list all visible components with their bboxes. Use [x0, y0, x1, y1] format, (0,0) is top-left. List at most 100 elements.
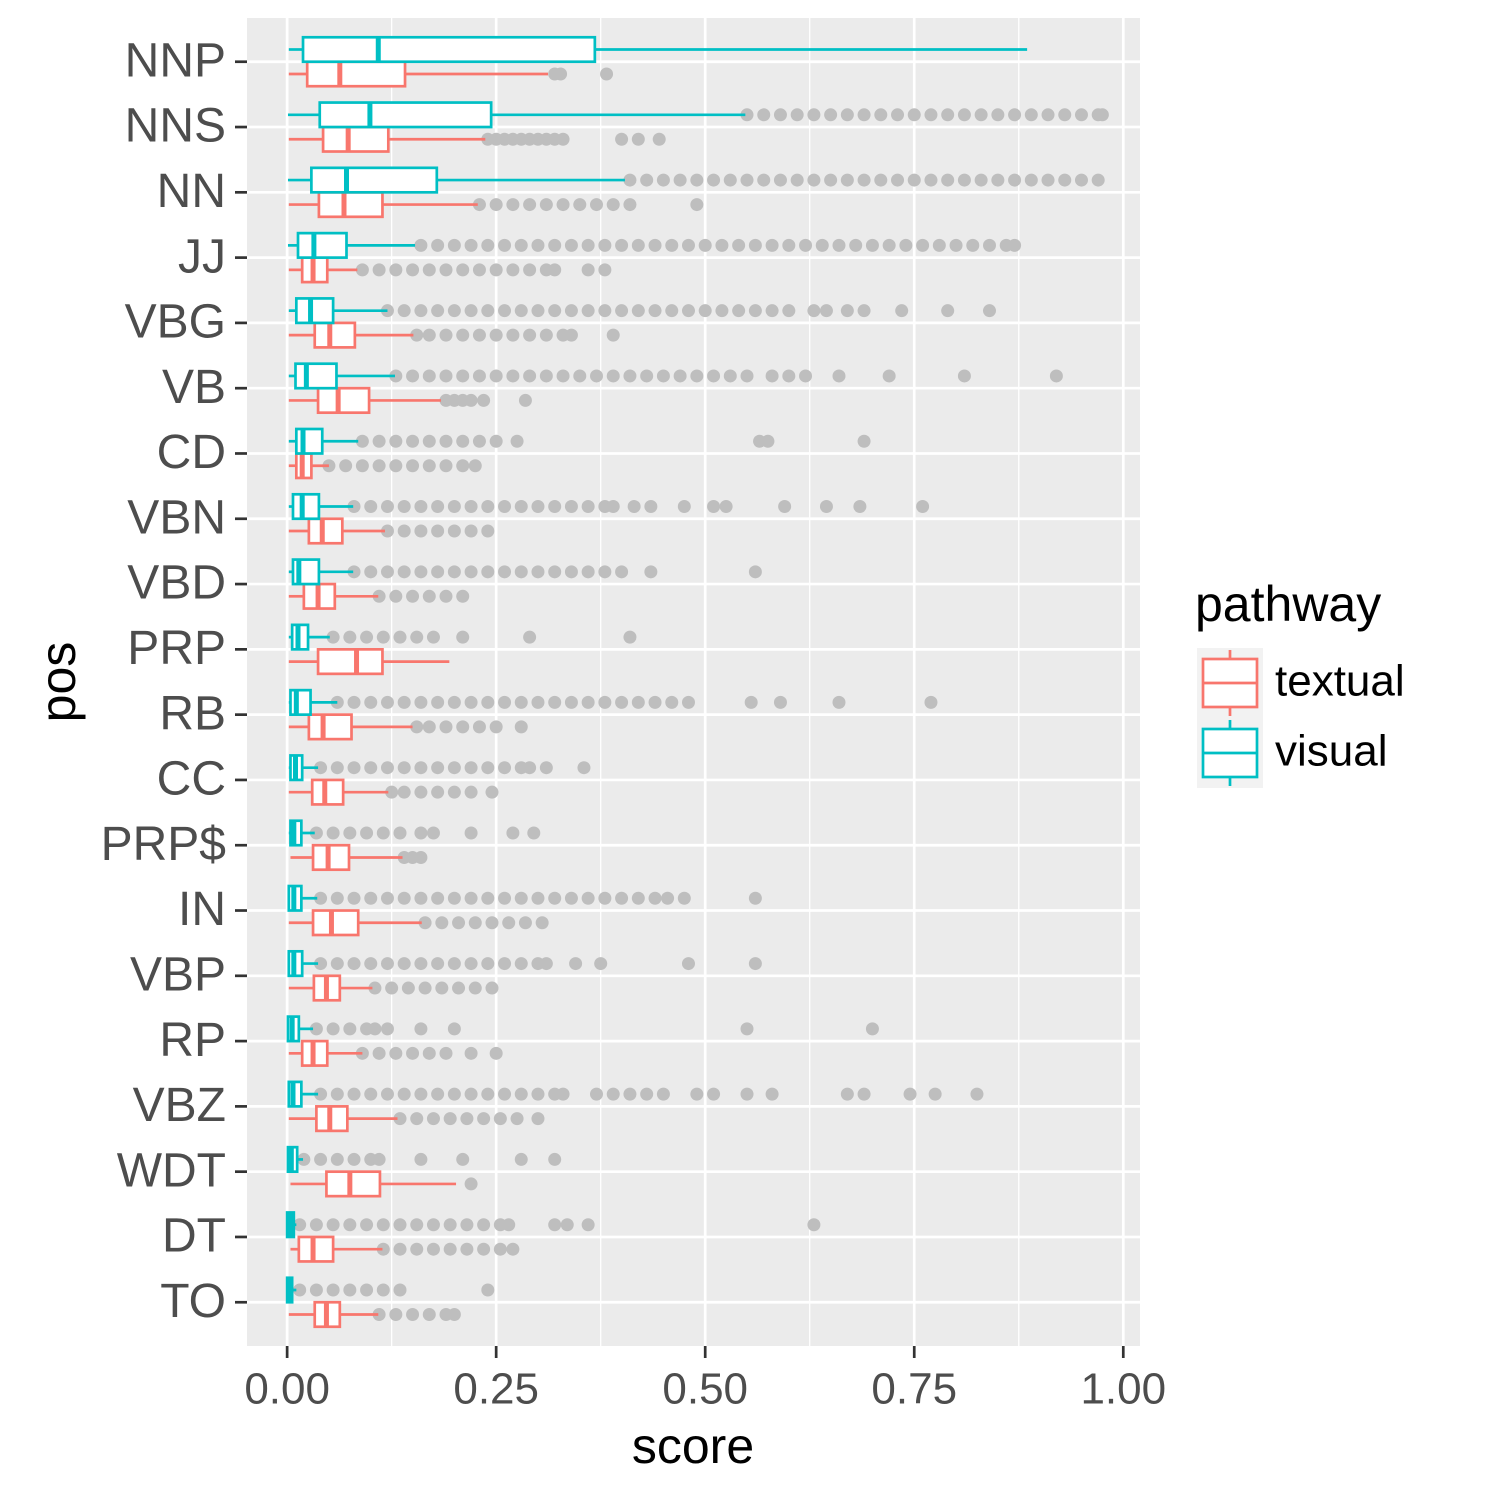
outlier [656, 369, 670, 383]
outlier [640, 173, 654, 187]
outlier [857, 434, 871, 448]
outlier [410, 328, 424, 342]
outlier [452, 981, 466, 995]
outlier [564, 891, 578, 905]
outlier [372, 1152, 386, 1166]
outlier [594, 957, 608, 971]
outlier [564, 238, 578, 252]
box [291, 492, 321, 521]
outlier [389, 589, 403, 603]
outlier [372, 1307, 386, 1321]
outlier [464, 1087, 478, 1101]
outlier [406, 434, 420, 448]
outlier [556, 198, 570, 212]
outlier [443, 1112, 457, 1126]
outlier [460, 1112, 474, 1126]
outlier [606, 369, 620, 383]
y-tick-label: CC [157, 753, 226, 806]
outlier [380, 761, 394, 775]
outlier [393, 1218, 407, 1232]
outlier [489, 1046, 503, 1060]
outlier [439, 328, 453, 342]
outlier [360, 1218, 374, 1232]
outlier [481, 1283, 495, 1297]
outlier [414, 761, 428, 775]
outlier [941, 304, 955, 318]
outlier [895, 304, 909, 318]
outlier [498, 761, 512, 775]
outlier [832, 369, 846, 383]
outlier [385, 981, 399, 995]
outlier [807, 173, 821, 187]
outlier [782, 304, 796, 318]
outlier [326, 1218, 340, 1232]
outlier [343, 826, 357, 840]
outlier [615, 304, 629, 318]
outlier [376, 1283, 390, 1297]
outlier [481, 238, 495, 252]
outlier [406, 1307, 420, 1321]
outlier [907, 108, 921, 122]
outlier [443, 1218, 457, 1232]
outlier [510, 1112, 524, 1126]
outlier [422, 369, 436, 383]
outlier [347, 1152, 361, 1166]
outlier [840, 173, 854, 187]
outlier [397, 695, 411, 709]
outlier [681, 238, 695, 252]
outlier [343, 1283, 357, 1297]
outlier [615, 238, 629, 252]
outlier [385, 785, 399, 799]
outlier [426, 826, 440, 840]
outlier [957, 173, 971, 187]
outlier [481, 1087, 495, 1101]
outlier [681, 695, 695, 709]
outlier [481, 304, 495, 318]
outlier [447, 891, 461, 905]
outlier [564, 304, 578, 318]
box [294, 297, 335, 325]
y-tick-label: RP [159, 1014, 226, 1067]
outlier [857, 173, 871, 187]
outlier [380, 524, 394, 538]
outlier [748, 304, 762, 318]
outlier [464, 238, 478, 252]
marks [285, 35, 1109, 1329]
outlier [414, 957, 428, 971]
outlier [514, 720, 528, 734]
outlier [615, 695, 629, 709]
outlier [447, 238, 461, 252]
outlier [426, 1112, 440, 1126]
outlier [439, 263, 453, 277]
outlier [606, 328, 620, 342]
outlier [397, 500, 411, 514]
box [297, 1235, 335, 1263]
outlier [665, 695, 679, 709]
outlier [882, 369, 896, 383]
outlier [782, 238, 796, 252]
outlier [554, 67, 568, 81]
outlier [439, 720, 453, 734]
outlier [456, 328, 470, 342]
outlier [314, 1152, 328, 1166]
outlier [531, 695, 545, 709]
outlier [539, 957, 553, 971]
outlier [464, 891, 478, 905]
box [316, 648, 384, 676]
outlier [380, 1087, 394, 1101]
outlier [498, 957, 512, 971]
outlier [590, 369, 604, 383]
outlier [380, 695, 394, 709]
grid [247, 18, 1140, 1346]
box [294, 362, 338, 390]
outlier [606, 198, 620, 212]
outlier [426, 630, 440, 644]
outlier [376, 826, 390, 840]
outlier [548, 263, 562, 277]
outlier [924, 695, 938, 709]
outlier [932, 238, 946, 252]
outlier [410, 1112, 424, 1126]
outlier [518, 393, 532, 407]
outlier [376, 630, 390, 644]
outlier [447, 1307, 461, 1321]
